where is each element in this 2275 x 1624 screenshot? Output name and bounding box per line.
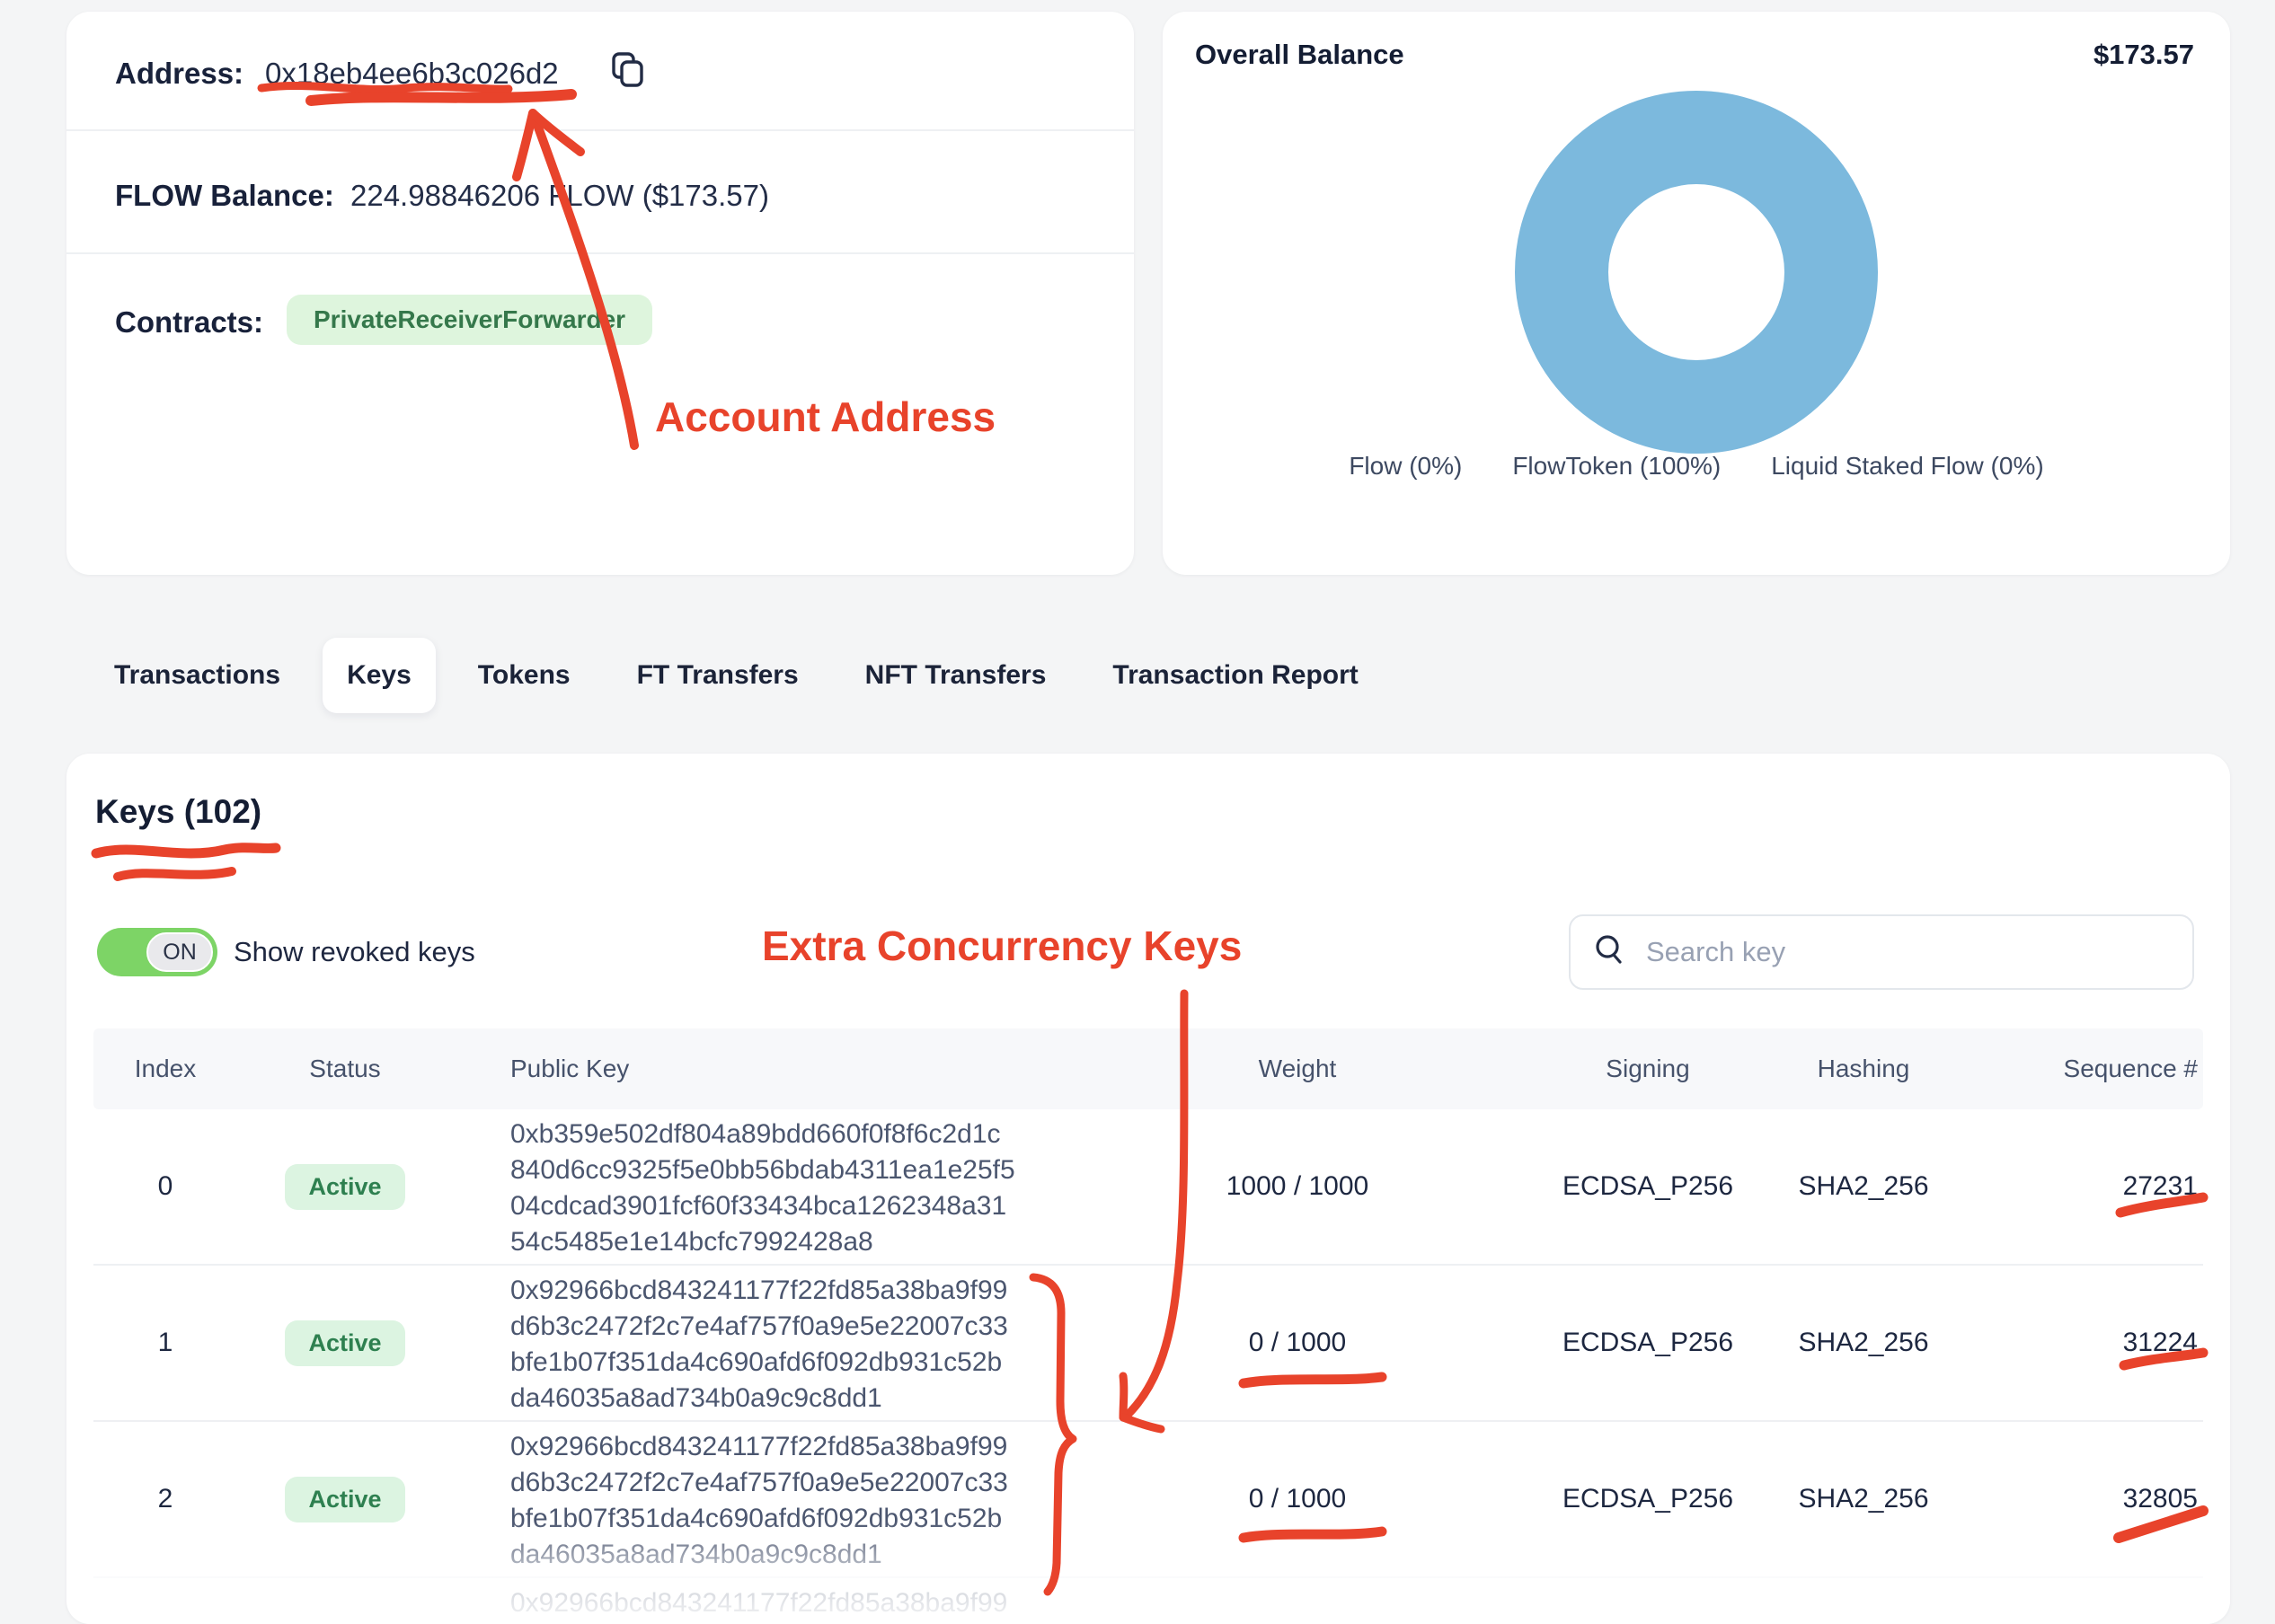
- address-value: 0x18eb4ee6b3c026d2: [265, 57, 559, 90]
- key-index: 2: [157, 1484, 173, 1514]
- balance-donut-chart: [1515, 91, 1878, 454]
- key-index: 0: [157, 1171, 173, 1201]
- col-public-key: Public Key: [510, 1055, 630, 1082]
- tab-keys[interactable]: Keys: [323, 638, 436, 713]
- overall-balance-card: Overall Balance $173.57 Flow (0%) FlowTo…: [1163, 12, 2230, 575]
- key-sequence: 32805: [2122, 1484, 2198, 1514]
- key-sequence: 31224: [2122, 1328, 2198, 1357]
- copy-address-button[interactable]: [606, 49, 649, 93]
- col-signing: Signing: [1606, 1055, 1690, 1082]
- contract-badge[interactable]: PrivateReceiverForwarder: [287, 295, 653, 345]
- show-revoked-keys-toggle[interactable]: ON: [97, 928, 217, 976]
- table-row: 2 Active 0x92966bcd843241177f22fd85a38ba…: [93, 1422, 2203, 1578]
- key-hashing: SHA2_256: [1798, 1484, 1929, 1514]
- flow-balance-value: 224.98846206 FLOW ($173.57): [350, 179, 769, 212]
- status-badge: Active: [285, 1476, 405, 1522]
- key-index: 1: [157, 1328, 173, 1357]
- key-signing: ECDSA_P256: [1562, 1171, 1734, 1201]
- toggle-knob[interactable]: ON: [146, 932, 213, 972]
- divider: [66, 252, 1134, 254]
- key-hashing: SHA2_256: [1798, 1171, 1929, 1201]
- tab-ft-transfers[interactable]: FT Transfers: [636, 660, 799, 690]
- col-status: Status: [309, 1055, 381, 1082]
- table-row: 0 Active 0xb359e502df804a89bdd660f0f8f6c…: [93, 1109, 2203, 1266]
- balance-total: $173.57: [2093, 39, 2194, 70]
- key-weight: 0 / 1000: [1248, 1484, 1347, 1514]
- key-signing: ECDSA_P256: [1562, 1484, 1734, 1514]
- tab-nft-transfers[interactable]: NFT Transfers: [864, 660, 1047, 690]
- search-icon: [1592, 932, 1628, 973]
- status-badge: Active: [285, 1320, 405, 1366]
- col-sequence: Sequence #: [2063, 1055, 2198, 1082]
- table-row: 1 Active 0x92966bcd843241177f22fd85a38ba…: [93, 1266, 2203, 1422]
- search-key-input[interactable]: [1644, 935, 2192, 969]
- keys-panel: Keys (102) ON Show revoked keys Index St…: [66, 754, 2230, 1624]
- contracts-label: Contracts:: [115, 305, 264, 339]
- col-weight: Weight: [1258, 1055, 1337, 1082]
- status-badge: Active: [285, 1163, 405, 1210]
- legend-item-liquid-staked-flow: Liquid Staked Flow (0%): [1771, 452, 2044, 480]
- public-key: 0x92966bcd843241177f22fd85a38ba9f99 d6b3…: [510, 1432, 1008, 1569]
- account-info-card: Address: 0x18eb4ee6b3c026d2 FLOW Balance…: [66, 12, 1134, 575]
- address-label: Address:: [115, 57, 244, 90]
- show-revoked-keys-label: Show revoked keys: [234, 936, 475, 967]
- table-row: 3 Active 0x92966bcd843241177f22fd85a38ba…: [93, 1578, 2203, 1624]
- copy-icon: [606, 52, 648, 93]
- key-search-box: [1569, 914, 2194, 990]
- keys-table: Index Status Public Key Weight Signing H…: [93, 1028, 2203, 1624]
- donut-ring-flowtoken: [1515, 91, 1878, 454]
- legend-item-flow: Flow (0%): [1349, 452, 1463, 480]
- balance-card-title: Overall Balance: [1195, 39, 1404, 70]
- key-signing: ECDSA_P256: [1562, 1328, 1734, 1357]
- legend-item-flowtoken: FlowToken (100%): [1512, 452, 1722, 480]
- col-hashing: Hashing: [1817, 1055, 1910, 1082]
- tab-tokens[interactable]: Tokens: [477, 660, 571, 690]
- flow-balance-label: FLOW Balance:: [115, 179, 334, 212]
- divider: [66, 129, 1134, 131]
- keys-table-header: Index Status Public Key Weight Signing H…: [93, 1028, 2203, 1109]
- col-index: Index: [134, 1055, 197, 1082]
- tab-transaction-report[interactable]: Transaction Report: [1112, 660, 1359, 690]
- public-key: 0x92966bcd843241177f22fd85a38ba9f99 d6b3…: [510, 1588, 1008, 1618]
- key-weight: 0 / 1000: [1248, 1328, 1347, 1357]
- tab-transactions[interactable]: Transactions: [114, 660, 281, 690]
- account-tabs: Transactions Keys Tokens FT Transfers NF…: [90, 638, 1383, 713]
- key-sequence: 27231: [2122, 1171, 2198, 1201]
- public-key: 0x92966bcd843241177f22fd85a38ba9f99 d6b3…: [510, 1275, 1008, 1413]
- key-weight: 1000 / 1000: [1226, 1171, 1369, 1201]
- donut-legend: Flow (0%) FlowToken (100%) Liquid Staked…: [1163, 452, 2230, 481]
- key-hashing: SHA2_256: [1798, 1328, 1929, 1357]
- keys-count-heading: Keys (102): [95, 793, 262, 830]
- public-key: 0xb359e502df804a89bdd660f0f8f6c2d1c 840d…: [510, 1119, 1015, 1257]
